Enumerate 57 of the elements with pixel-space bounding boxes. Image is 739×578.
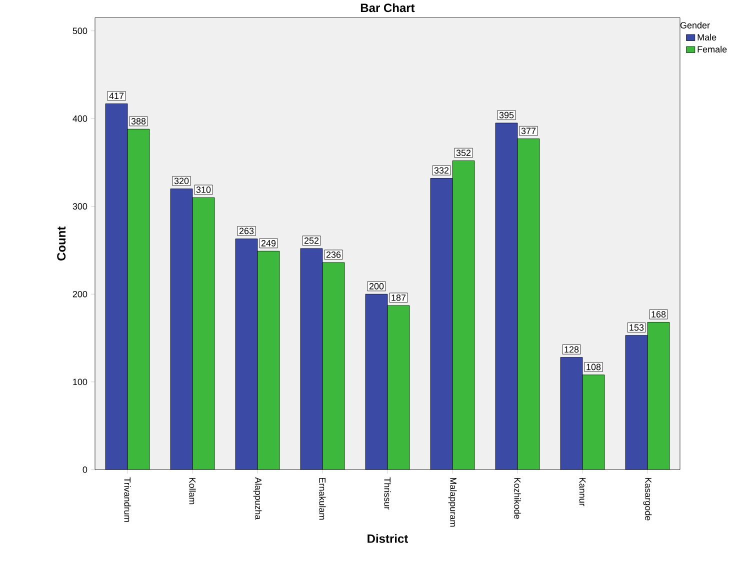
data-label: 236 — [326, 252, 341, 258]
data-label: 395 — [499, 112, 514, 118]
data-label: 108 — [586, 364, 601, 370]
data-label: 168 — [652, 311, 666, 318]
x-tick-label: Alappuzha — [253, 477, 262, 520]
bar — [430, 178, 452, 470]
data-label: 310 — [196, 186, 211, 194]
x-axis-title: District — [368, 534, 408, 544]
legend-label: Female — [698, 46, 727, 53]
bar — [366, 294, 388, 470]
x-tick-label: Thrissur — [384, 478, 391, 510]
data-label: 320 — [174, 178, 189, 184]
bar — [322, 262, 344, 470]
y-tick-label: 500 — [72, 28, 88, 34]
x-tick-label: Malappuram — [448, 478, 457, 527]
y-tick-label: 400 — [72, 116, 88, 122]
data-label: 388 — [131, 118, 146, 125]
data-label: 187 — [392, 294, 406, 302]
bar — [192, 198, 214, 470]
data-label: 332 — [434, 167, 449, 174]
x-tick-label: Kasargode — [643, 478, 652, 520]
y-tick-label: 0 — [82, 466, 88, 474]
bar — [582, 375, 604, 470]
bar — [388, 306, 410, 470]
y-tick-label: 100 — [73, 378, 88, 386]
bar — [258, 251, 280, 470]
data-label: 263 — [239, 228, 254, 234]
chart-title: Bar Chart — [360, 3, 415, 12]
data-label: 153 — [630, 324, 644, 331]
x-tick-label: Kannur — [579, 478, 586, 506]
bar — [106, 104, 128, 470]
y-tick-label: 200 — [72, 291, 88, 298]
legend-label: Male — [698, 34, 716, 41]
x-tick-label: Kozhikode — [514, 478, 521, 519]
bar — [128, 129, 150, 470]
data-label: 128 — [564, 346, 579, 353]
bar — [452, 160, 474, 470]
x-tick-label: Trivandrum — [124, 478, 131, 522]
data-label: 417 — [109, 92, 124, 100]
bar — [625, 335, 648, 470]
data-label: 377 — [521, 128, 536, 134]
bar — [170, 188, 192, 470]
bar — [647, 322, 670, 470]
bar — [236, 239, 258, 470]
y-tick-label: 300 — [72, 203, 88, 210]
bar — [560, 357, 582, 470]
bar — [300, 248, 322, 470]
x-tick-label: Kollam — [189, 478, 196, 504]
data-label: 200 — [369, 283, 384, 290]
data-label: 252 — [304, 238, 319, 244]
bar — [518, 138, 540, 470]
legend-title: Gender — [680, 22, 710, 29]
data-label: 249 — [261, 240, 276, 247]
bar — [496, 123, 518, 470]
x-tick-label: Ernakulam — [319, 478, 326, 520]
data-label: 352 — [456, 150, 471, 156]
y-axis-title: Count — [57, 226, 66, 261]
